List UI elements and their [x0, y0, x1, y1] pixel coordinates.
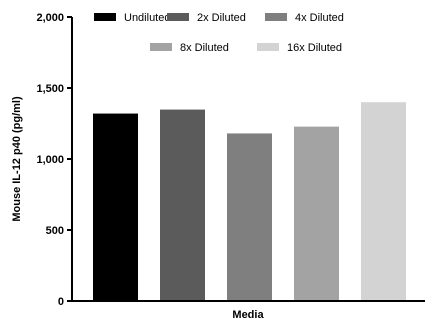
legend-swatch — [265, 13, 287, 21]
bar-8x-diluted — [294, 126, 339, 302]
legend: Undiluted 2x Diluted 4x Diluted 8x Diluted 1… — [94, 12, 344, 54]
legend-label: 4x Diluted — [295, 12, 344, 24]
bar-16x-diluted — [361, 102, 406, 301]
legend-label: Undiluted — [124, 12, 170, 24]
legend-swatch — [94, 13, 116, 21]
y-axis-title: Mouse IL-12 p40 (pg/ml) — [11, 96, 23, 222]
legend-swatch — [167, 13, 189, 21]
bar-2x-diluted — [160, 109, 205, 301]
bar-undiluted — [93, 113, 138, 301]
legend-swatch — [257, 43, 279, 51]
bar-4x-diluted — [227, 133, 272, 301]
y-tick-label: 1,000 — [36, 154, 64, 166]
y-tick-label: 1,500 — [36, 83, 64, 95]
legend-swatch — [150, 43, 172, 51]
x-axis-title: Media — [232, 309, 264, 321]
bars-group — [93, 102, 406, 302]
legend-label: 8x Diluted — [180, 42, 229, 54]
legend-label: 2x Diluted — [197, 12, 246, 24]
y-tick-label: 2,000 — [36, 12, 64, 24]
legend-label: 16x Diluted — [287, 42, 342, 54]
y-ticks-group: 0 500 1,000 1,500 2,000 — [36, 12, 72, 308]
y-tick-label: 0 — [58, 296, 64, 308]
y-tick-label: 500 — [46, 225, 64, 237]
